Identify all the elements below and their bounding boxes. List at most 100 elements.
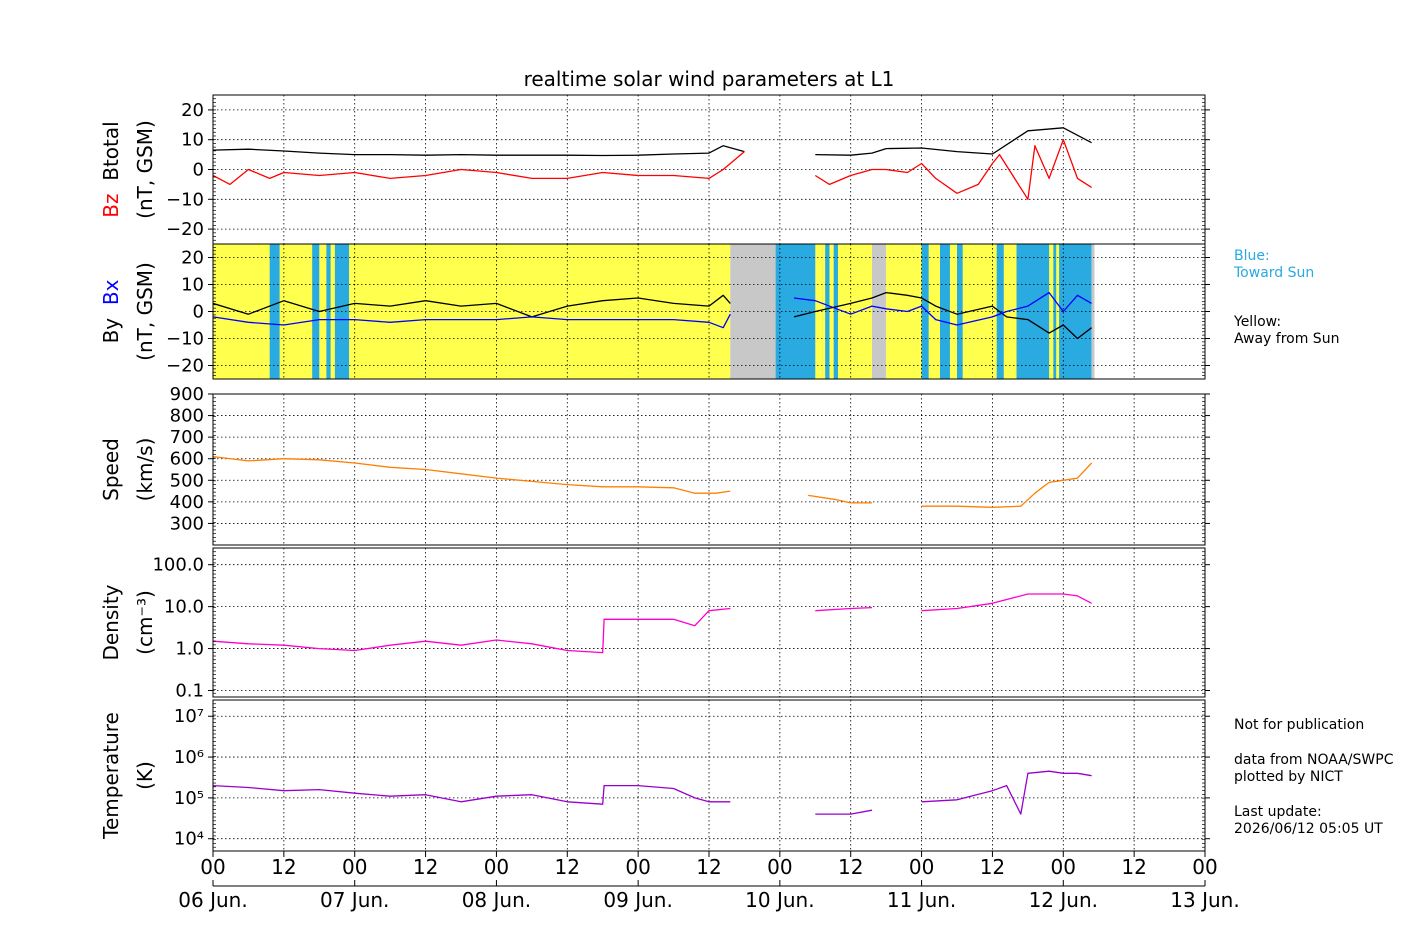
series-density [213,593,1092,654]
series-by [213,291,1092,340]
date-label: 13 Jun. [1170,888,1239,912]
x-tick-label: 00 [909,855,934,879]
data-source-note: data from NOAA/SWPC plotted by NICT [1234,752,1394,785]
panels-layer: 20 10 0 −10 −20 Bz Btotal (nT, GSM) 20 10 0 −10 −20… [99,94,1210,852]
last-update-note: Last update: 2026/06/12 05:05 UT [1234,804,1383,837]
date-label: 12 Jun. [1029,888,1098,912]
sector-away [1049,244,1054,379]
x-tick-label: 00 [200,855,225,879]
y-tick-label: −20 [166,219,204,240]
y-axis-label-part: Btotal [99,121,123,193]
y-tick-label: 700 [170,427,204,448]
panel-temperature: 10⁷ 10⁶ 10⁵ 10⁴ Temperature (K) [99,699,1210,852]
x-tick-label: 12 [555,855,580,879]
x-tick-label: 00 [767,855,792,879]
panel-density: 100.0 10.0 1.0 0.1 Density (cm⁻³) [99,547,1210,702]
panel-frame [212,547,1206,698]
y-tick-label: 400 [170,492,204,513]
sector-toward [326,244,331,379]
sector-toward [269,244,280,379]
series-layer [213,127,1092,200]
y-tick-label: −10 [166,329,204,350]
y-tick-label: 900 [170,384,204,405]
panel-mag-bz-btotal: 20 10 0 −10 −20 Bz Btotal (nT, GSM) [99,94,1210,245]
series-temperature [213,770,1092,815]
y-axis-label: By Bx [99,279,123,343]
y-axis-unit: (nT, GSM) [133,262,157,361]
date-label: 10 Jun. [745,888,814,912]
time-axis: 00 12 00 12 00 12 00 12 00 12 00 12 00 12 00 06 Jun. 07 … [178,851,1240,912]
y-tick-label: 20 [181,248,204,269]
sector-toward [939,244,950,379]
y-tick-label: 600 [170,449,204,470]
chart-title: realtime solar wind parameters at L1 [524,67,895,91]
y-axis-unit: (nT, GSM) [133,120,157,219]
y-axis-label-part: Temperature [99,712,123,840]
y-axis-unit: (km/s) [133,438,157,502]
sector-away [213,244,731,379]
date-label: 07 Jun. [320,888,389,912]
not-for-publication-note: Not for publication [1234,717,1365,733]
series-layer [213,455,1093,508]
y-tick-label: 100.0 [152,555,204,576]
sector-away [815,244,823,379]
legend-toward-sun: Blue: Toward Sun [1234,248,1315,281]
y-tick-label: 0 [193,160,204,181]
y-tick-label: 500 [170,470,204,491]
y-tick-label: 10⁷ [174,706,204,727]
y-tick-label: −20 [166,356,204,377]
y-tick-label: 10⁵ [174,788,204,809]
x-tick-label: 00 [342,855,367,879]
series-speed [213,455,1093,508]
x-tick-label: 12 [271,855,296,879]
y-axis-label-part: Bz [99,193,123,217]
series-layer [213,593,1092,654]
y-axis-label-part: By [99,318,123,344]
y-tick-label: 1.0 [175,639,204,660]
y-axis-label: Bz Btotal [99,121,123,217]
series-btotal [213,127,1092,157]
x-tick-label: 12 [696,855,721,879]
y-axis-label-part: Speed [99,438,123,501]
x-tick-label: 12 [838,855,863,879]
y-axis-label: Speed [99,438,123,501]
sector-nodata [871,244,887,379]
sector-toward [312,244,320,379]
date-label: 06 Jun. [178,888,247,912]
y-tick-label: 0 [193,302,204,323]
y-tick-label: 10.0 [164,597,204,618]
sector-away [822,244,872,379]
sector-toward [825,244,830,379]
x-tick-label: 00 [625,855,650,879]
series-bz [213,139,1092,200]
sector-toward [833,244,838,379]
y-axis-unit: (cm⁻³) [133,590,157,655]
legend-away-from-sun: Yellow: Away from Sun [1234,314,1340,347]
y-axis-label-part: Bx [99,279,123,317]
y-axis-label-part: Density [99,584,123,660]
x-tick-label: 00 [1192,855,1217,879]
x-tick-label: 00 [484,855,509,879]
y-tick-label: 10⁴ [174,829,204,850]
series-bx [213,291,1092,329]
panel-mag-bx-by: 20 10 0 −10 −20 By Bx (nT, GSM) [99,243,1210,380]
y-tick-label: 10⁶ [174,747,204,768]
sector-toward [957,244,963,379]
series-layer [213,291,1092,340]
y-axis-label: Density [99,584,123,660]
y-tick-label: 800 [170,406,204,427]
y-tick-label: 300 [170,513,204,534]
series-layer [213,770,1092,815]
x-tick-label: 12 [413,855,438,879]
date-label: 11 Jun. [887,888,956,912]
y-tick-label: 20 [181,100,204,121]
y-tick-label: −10 [166,189,204,210]
y-tick-label: 10 [181,275,204,296]
date-label: 09 Jun. [603,888,672,912]
y-tick-label: 0.1 [175,681,204,702]
date-label: 08 Jun. [462,888,531,912]
x-tick-label: 00 [1051,855,1076,879]
y-axis-unit: (K) [133,761,157,790]
